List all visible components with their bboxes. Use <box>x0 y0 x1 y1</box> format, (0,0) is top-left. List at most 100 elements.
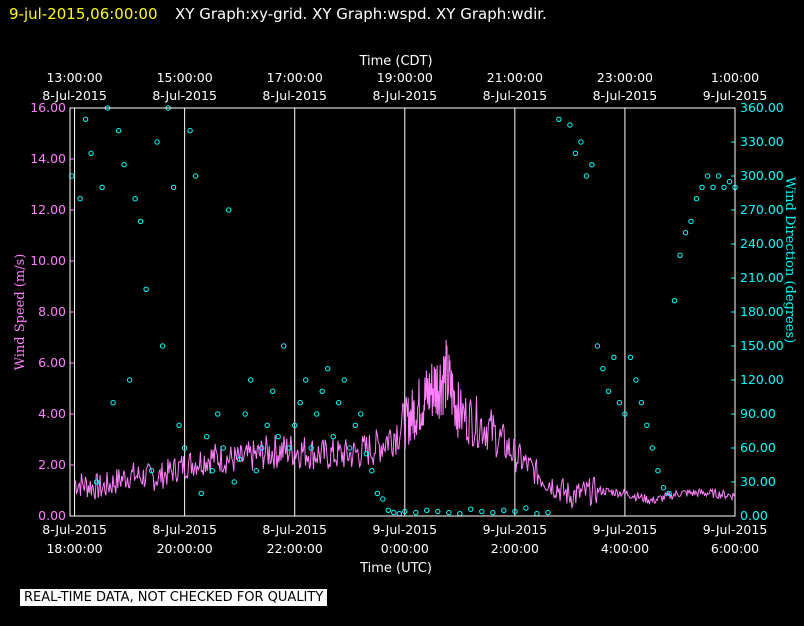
wdir-point <box>154 139 160 145</box>
wspd-line <box>74 339 735 510</box>
right-tick-label: 180.00 <box>740 304 784 319</box>
wdir-point <box>237 456 243 462</box>
wdir-point <box>567 122 573 128</box>
bottom-tick-time: 0:00:00 <box>381 541 429 556</box>
left-tick-label: 16.00 <box>30 100 66 115</box>
wdir-point <box>622 411 628 417</box>
wdir-point <box>314 411 320 417</box>
right-tick-label: 150.00 <box>740 338 784 353</box>
wdir-point <box>77 196 83 202</box>
x-bottom-axis-label: Time (UTC) <box>359 561 432 576</box>
left-tick-label: 8.00 <box>38 304 66 319</box>
wdir-point <box>682 230 689 236</box>
wdir-point <box>132 196 138 202</box>
header-title: XY Graph:xy-grid. XY Graph:wspd. XY Grap… <box>175 5 547 23</box>
wdir-point <box>242 411 248 417</box>
wdir-point <box>115 128 122 134</box>
wdir-point <box>385 507 391 513</box>
wdir-point <box>121 162 127 168</box>
left-tick-labels: 0.00 2.00 4.00 6.00 8.00 10.00 12.00 14.00 16.00 <box>30 100 74 523</box>
wdir-point <box>264 422 270 428</box>
wdir-point <box>209 468 215 474</box>
x-top-axis-label: Time (CDT) <box>358 54 432 69</box>
wdir-point <box>660 485 667 491</box>
wdir-point <box>330 434 336 440</box>
wdir-point <box>594 343 601 349</box>
top-tick-time: 23:00:00 <box>597 70 653 85</box>
bottom-tick-time: 4:00:00 <box>601 541 649 556</box>
wdir-point <box>286 445 292 451</box>
wdir-point <box>633 377 639 383</box>
y-left-axis-label: Wind Speed (m/s) <box>13 254 28 371</box>
wdir-point <box>545 509 551 516</box>
wdir-point <box>446 509 452 516</box>
wdir-point <box>627 354 634 360</box>
bottom-tick-labels: 8-Jul-2015 18:00:00 8-Jul-2015 20:00:00 8-Ju… <box>42 522 767 556</box>
right-tick-label: 60.00 <box>740 440 776 455</box>
wdir-point <box>374 490 380 496</box>
wdir-point <box>325 366 331 372</box>
quality-note: REAL-TIME DATA, NOT CHECKED FOR QUALITY <box>20 589 328 606</box>
top-tick-time: 13:00:00 <box>46 70 102 85</box>
left-tick-label: 2.00 <box>38 457 66 472</box>
right-tick-label: 330.00 <box>740 134 784 149</box>
left-tick-label: 4.00 <box>38 406 66 421</box>
top-tick-date: 8-Jul-2015 <box>483 88 548 103</box>
wdir-point <box>198 490 204 496</box>
wdir-point <box>275 434 281 440</box>
bottom-tick-date: 8-Jul-2015 <box>152 522 217 537</box>
bottom-tick-time: 22:00:00 <box>267 541 323 556</box>
wdir-point <box>578 139 584 145</box>
bottom-tick-date: 8-Jul-2015 <box>42 522 107 537</box>
right-tick-label: 90.00 <box>740 406 776 421</box>
series-wdir <box>69 105 738 517</box>
wdir-point <box>512 508 518 515</box>
wdir-point <box>523 505 529 511</box>
wdir-point <box>347 445 353 451</box>
bottom-tick-time: 18:00:00 <box>46 541 102 556</box>
wdir-point <box>82 116 89 123</box>
wdir-point <box>479 508 485 515</box>
wdir-point <box>137 218 144 225</box>
wdir-point <box>490 509 496 516</box>
wdir-point <box>231 479 237 485</box>
wdir-point <box>176 422 182 428</box>
wdir-point <box>501 507 507 513</box>
wdir-point <box>380 496 386 502</box>
wdir-point <box>435 508 441 515</box>
plot-frame <box>69 107 736 517</box>
wdir-point <box>259 445 265 451</box>
top-tick-date: 8-Jul-2015 <box>372 88 437 103</box>
wdir-point <box>402 508 408 515</box>
wdir-point <box>589 162 595 168</box>
wdir-point <box>248 377 254 383</box>
left-tick-label: 12.00 <box>30 202 66 217</box>
bottom-tick-time: 6:00:00 <box>711 541 759 556</box>
wdir-point <box>572 150 579 157</box>
right-tick-labels: 0.00 30.00 60.00 90.00 120.00 150.00 180.00 210… <box>731 100 784 523</box>
wdir-point <box>126 377 133 383</box>
wdir-point <box>220 445 226 451</box>
wdir-point <box>704 173 711 179</box>
wdir-point <box>308 445 314 451</box>
wdir-point <box>303 377 309 383</box>
left-tick-label: 6.00 <box>38 355 66 370</box>
wdir-point <box>721 184 727 191</box>
wdir-point <box>181 445 188 451</box>
wdir-point <box>352 422 358 428</box>
top-tick-labels: 13:00:00 8-Jul-2015 15:00:00 8-Jul-2015 17:0… <box>42 70 767 103</box>
wdir-point <box>699 184 705 191</box>
y-right-axis-label: Wind Direction (degrees) <box>782 177 797 343</box>
wdir-point <box>88 150 94 157</box>
wdir-point <box>170 184 177 191</box>
wdir-point <box>226 207 232 213</box>
wdir-point <box>319 388 325 394</box>
wdir-point <box>556 116 562 123</box>
bottom-tick-date: 9-Jul-2015 <box>483 522 548 537</box>
wdir-point <box>391 509 397 516</box>
wdir-point <box>204 434 210 440</box>
wdir-point <box>215 411 221 417</box>
right-tick-label: 120.00 <box>740 372 784 387</box>
wdir-point <box>270 388 276 394</box>
